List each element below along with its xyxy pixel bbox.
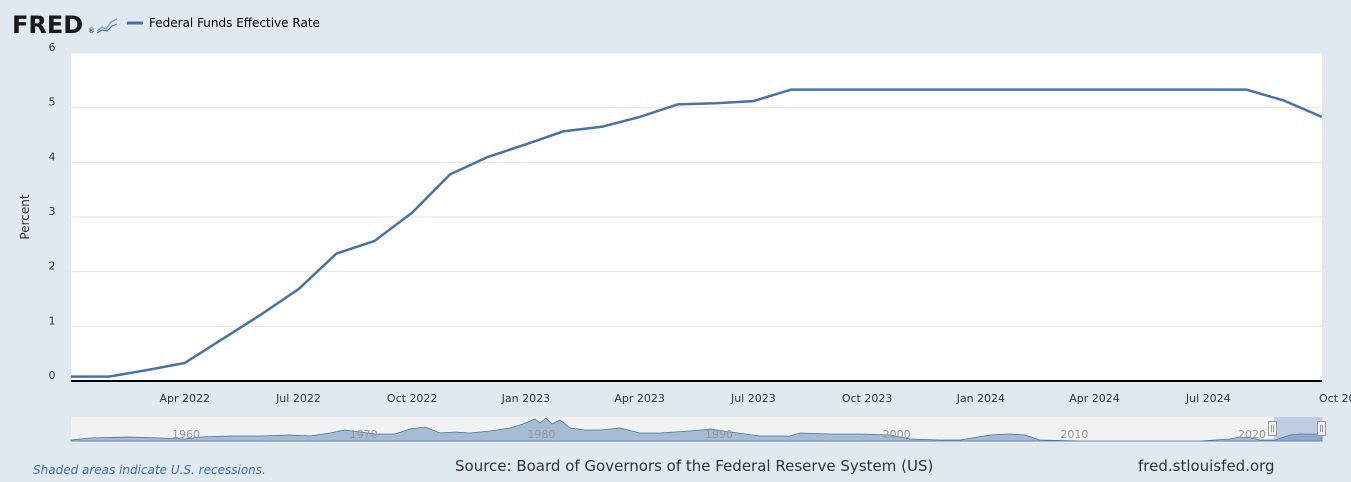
navigator-year-label: 1990 <box>705 428 733 441</box>
x-tick-label: Apr 2023 <box>614 392 665 405</box>
series-group <box>70 88 1323 378</box>
registered-mark: ® <box>88 27 95 35</box>
navigator-area <box>70 417 1323 442</box>
fred-logo[interactable]: FRED ® <box>12 11 118 39</box>
x-tick-label: Jul 2022 <box>275 392 321 405</box>
y-tick-label: 6 <box>49 41 56 54</box>
navigator[interactable]: 1960 1970 1980 1990 2000 2010 2020 <box>70 417 1326 442</box>
fred-logo-text: FRED <box>12 11 83 39</box>
legend-label: Federal Funds Effective Rate <box>149 16 320 30</box>
source-credit: Source: Board of Governors of the Federa… <box>455 457 934 475</box>
series-line[interactable] <box>71 88 1323 378</box>
x-tick-label: Oct 2024 <box>1319 392 1351 405</box>
navigator-year-label: 2000 <box>883 428 911 441</box>
y-axis-ticks: 0 1 2 3 4 5 6 <box>49 41 56 382</box>
navigator-year-label: 1970 <box>350 428 378 441</box>
navigator-year-label: 1980 <box>527 428 555 441</box>
legend[interactable]: Federal Funds Effective Rate <box>127 16 320 30</box>
x-axis-ticks: Apr 2022 Jul 2022 Oct 2022 Jan 2023 Apr 2023… <box>159 392 1351 405</box>
y-tick-label: 2 <box>49 260 56 273</box>
y-tick-label: 0 <box>49 369 56 382</box>
y-tick-label: 4 <box>49 150 56 163</box>
navigator-year-label: 1960 <box>172 428 200 441</box>
navigator-right-handle[interactable] <box>1317 421 1326 436</box>
navigator-selection[interactable] <box>1274 417 1322 441</box>
site-link[interactable]: fred.stlouisfed.org <box>1138 457 1275 475</box>
x-tick-label: Apr 2024 <box>1069 392 1120 405</box>
x-tick-label: Jan 2024 <box>956 392 1005 405</box>
gridlines <box>71 52 1322 327</box>
navigator-left-handle[interactable] <box>1268 421 1277 436</box>
x-tick-label: Jul 2023 <box>730 392 776 405</box>
navigator-year-labels: 1960 1970 1980 1990 2000 2010 2020 <box>172 428 1266 441</box>
x-tick-label: Jul 2024 <box>1185 392 1231 405</box>
navigator-year-label: 2010 <box>1060 428 1088 441</box>
x-tick-label: Apr 2022 <box>159 392 210 405</box>
y-tick-label: 1 <box>49 314 56 327</box>
y-tick-label: 5 <box>49 96 56 109</box>
x-tick-label: Oct 2022 <box>387 392 438 405</box>
fred-graph-icon <box>96 16 118 34</box>
x-tick-label: Jan 2023 <box>501 392 550 405</box>
y-tick-label: 3 <box>49 205 56 218</box>
x-tick-label: Oct 2023 <box>842 392 893 405</box>
recession-note: Shaded areas indicate U.S. recessions. <box>33 463 266 477</box>
y-axis-label: Percent <box>18 194 32 239</box>
navigator-year-label: 2020 <box>1238 428 1266 441</box>
